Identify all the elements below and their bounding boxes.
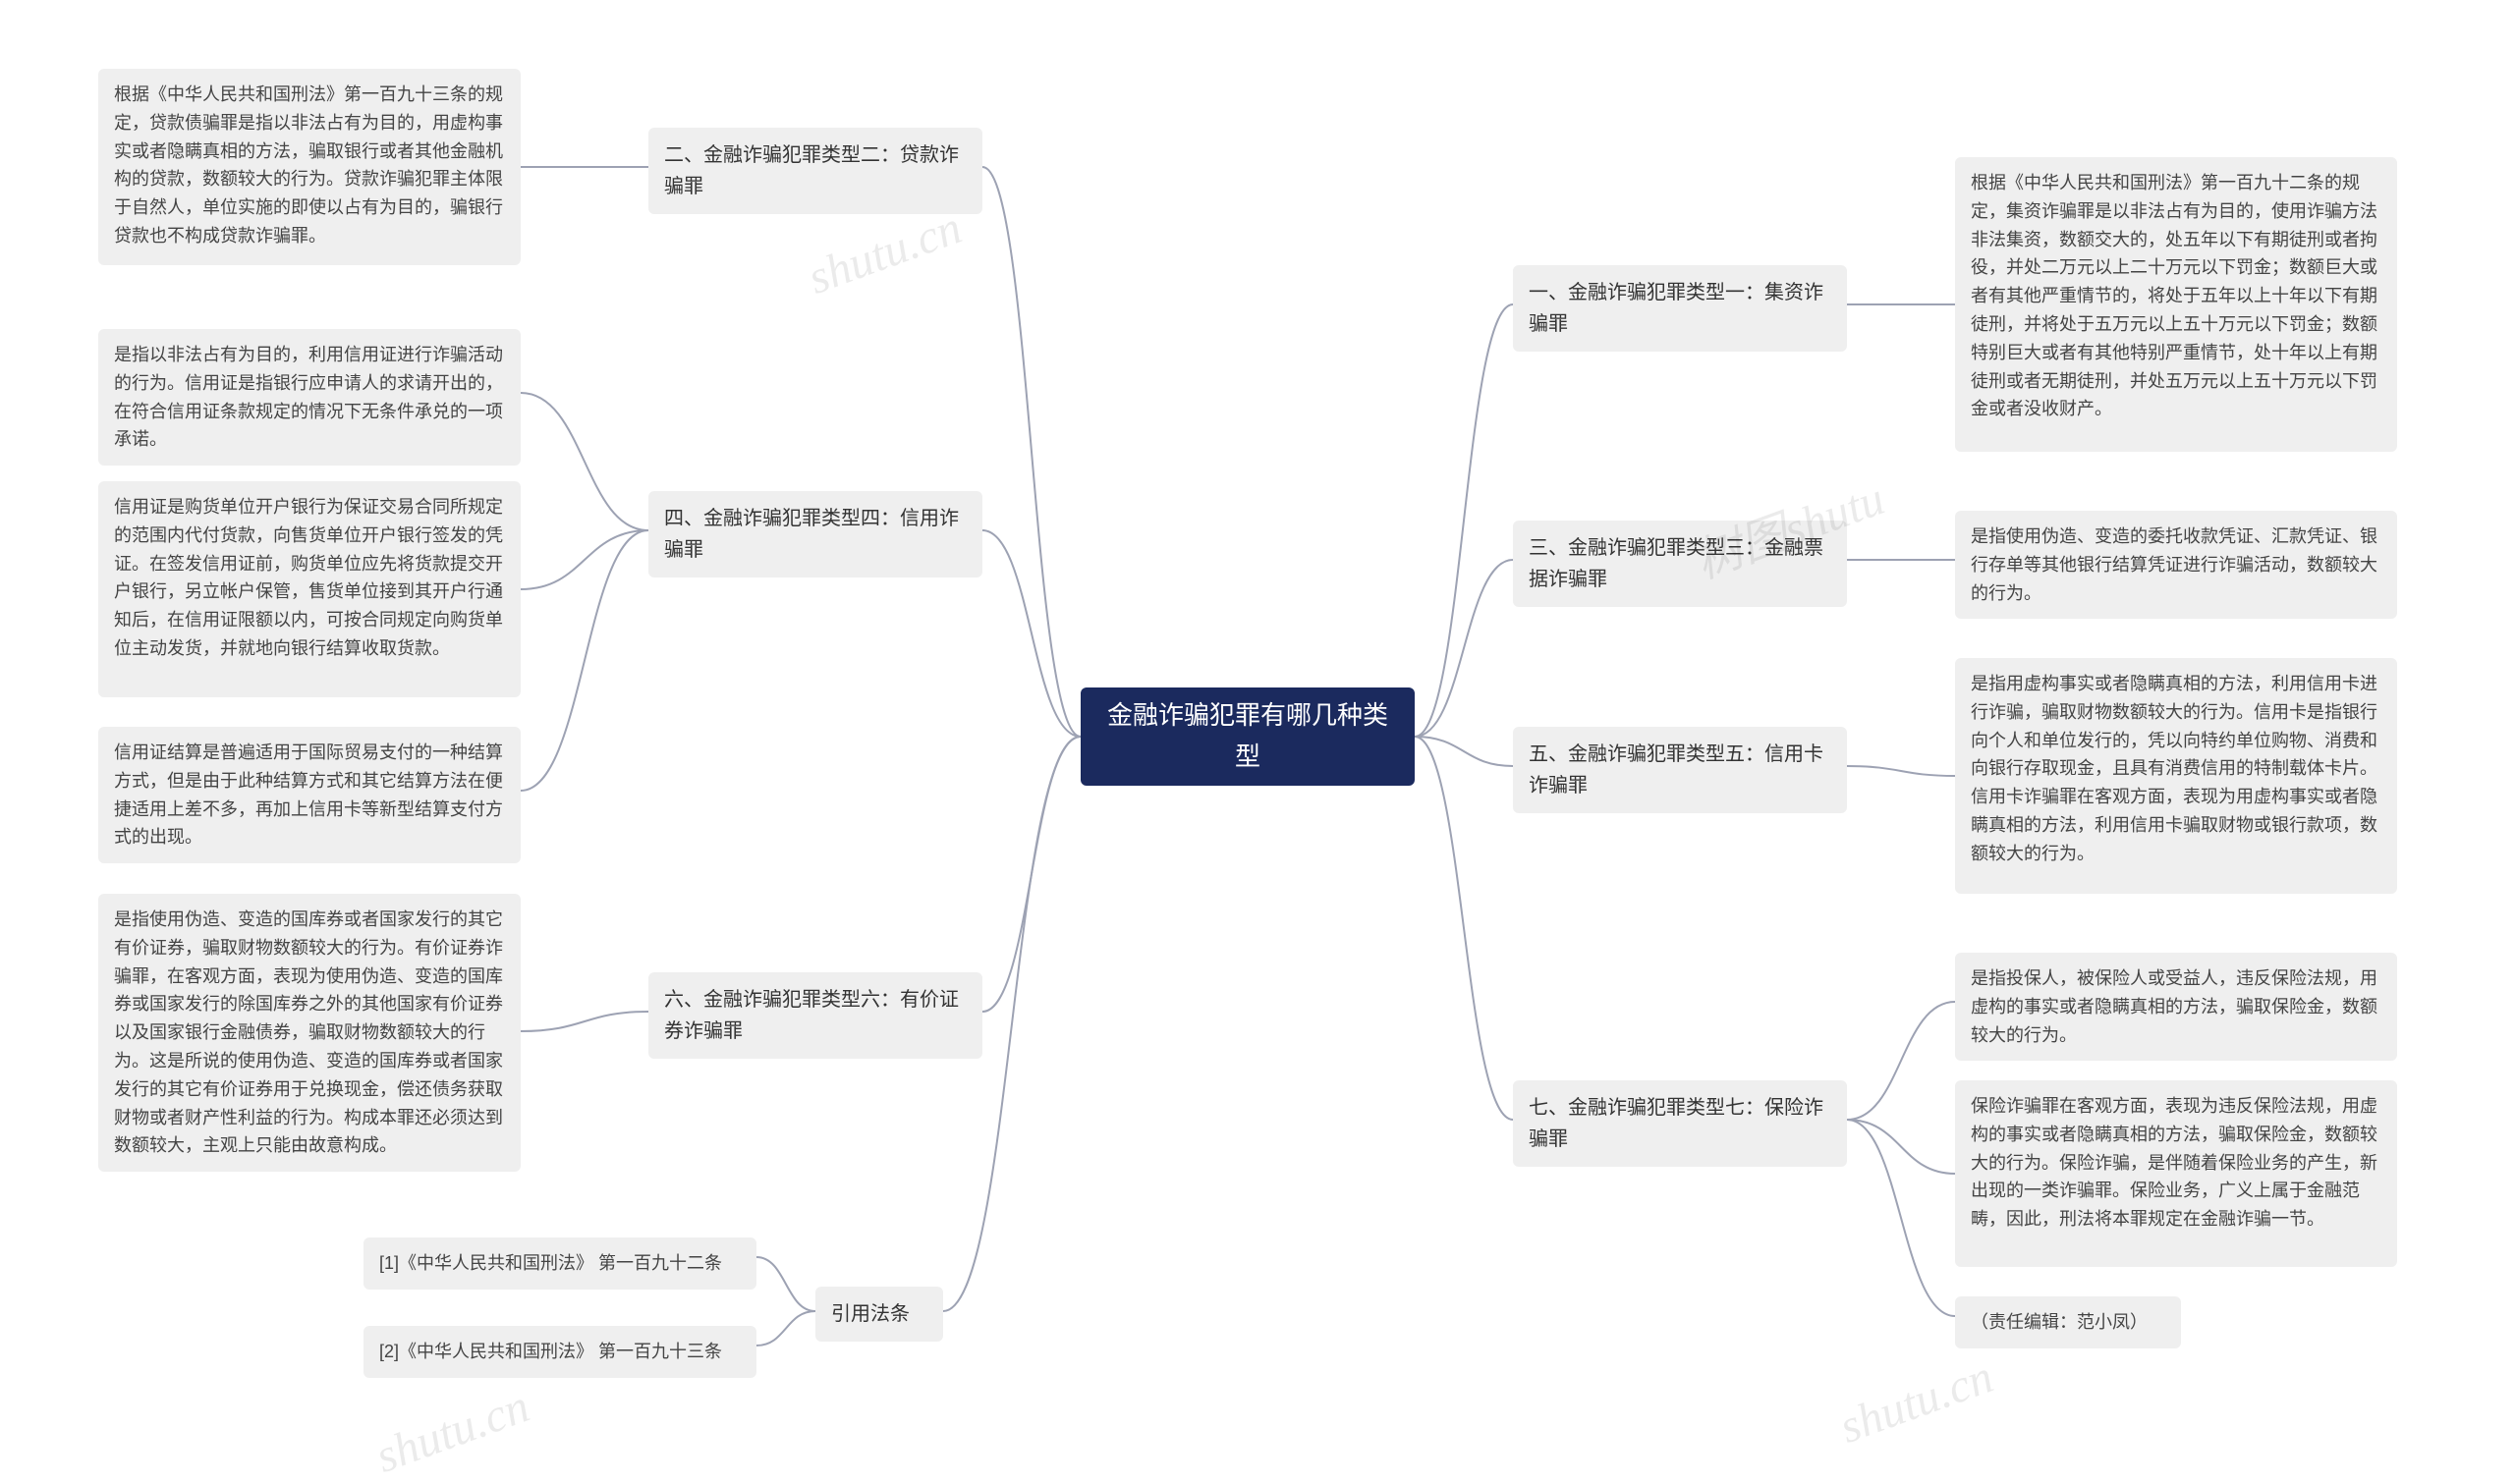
left-leaf-1-0: 是指以非法占有为目的，利用信用证进行诈骗活动的行为。信用证是指银行应申请人的求请… [98,329,521,466]
left-leaf-3-1: [2]《中华人民共和国刑法》 第一百九十三条 [363,1326,756,1378]
left-leaf-1-2: 信用证结算是普遍适用于国际贸易支付的一种结算方式，但是由于此种结算方式和其它结算… [98,727,521,863]
right-leaf-2-0: 是指用虚构事实或者隐瞒真相的方法，利用信用卡进行诈骗，骗取财物数额较大的行为。信… [1955,658,2397,894]
right-branch-0: 一、金融诈骗犯罪类型一：集资诈骗罪 [1513,265,1847,352]
watermark-2: shutu.cn [368,1379,535,1484]
right-leaf-3-0: 是指投保人，被保险人或受益人，违反保险法规，用虚构的事实或者隐瞒真相的方法，骗取… [1955,953,2397,1061]
right-leaf-0-0: 根据《中华人民共和国刑法》第一百九十二条的规定，集资诈骗罪是以非法占有为目的，使… [1955,157,2397,452]
left-leaf-0-0: 根据《中华人民共和国刑法》第一百九十三条的规定，贷款债骗罪是指以非法占有为目的，… [98,69,521,265]
left-branch-0: 二、金融诈骗犯罪类型二：贷款诈骗罪 [648,128,982,214]
right-branch-3: 七、金融诈骗犯罪类型七：保险诈骗罪 [1513,1080,1847,1167]
left-branch-3: 引用法条 [815,1287,943,1342]
right-leaf-3-1: 保险诈骗罪在客观方面，表现为违反保险法规，用虚构的事实或者隐瞒真相的方法，骗取保… [1955,1080,2397,1267]
left-leaf-2-0: 是指使用伪造、变造的国库券或者国家发行的其它有价证券，骗取财物数额较大的行为。有… [98,894,521,1172]
right-branch-2: 五、金融诈骗犯罪类型五：信用卡诈骗罪 [1513,727,1847,813]
left-leaf-3-0: [1]《中华人民共和国刑法》 第一百九十二条 [363,1237,756,1290]
center-node: 金融诈骗犯罪有哪几种类型 [1081,687,1415,786]
watermark-3: shutu.cn [1832,1349,1999,1455]
left-leaf-1-1: 信用证是购货单位开户银行为保证交易合同所规定的范围内代付货款，向售货单位开户银行… [98,481,521,697]
right-branch-1: 三、金融诈骗犯罪类型三：金融票据诈骗罪 [1513,521,1847,607]
right-leaf-1-0: 是指使用伪造、变造的委托收款凭证、汇款凭证、银行存单等其他银行结算凭证进行诈骗活… [1955,511,2397,619]
left-branch-2: 六、金融诈骗犯罪类型六：有价证券诈骗罪 [648,972,982,1059]
right-leaf-3-2: （责任编辑：范小凤） [1955,1296,2181,1348]
watermark-0: shutu.cn [801,200,968,305]
left-branch-1: 四、金融诈骗犯罪类型四：信用诈骗罪 [648,491,982,577]
